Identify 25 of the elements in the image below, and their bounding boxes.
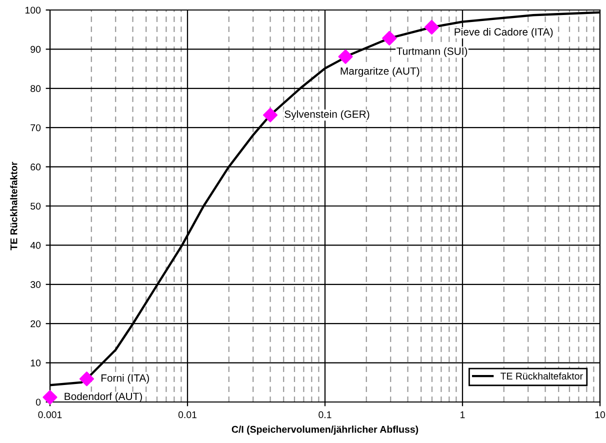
- y-tick-label: 70: [30, 124, 41, 132]
- x-tick-label: 0.1: [318, 411, 332, 418]
- y-tick-label: 80: [30, 85, 41, 92]
- y-tick-label: 90: [30, 46, 41, 53]
- legend-label: TE Rückhaltefaktor: [500, 372, 583, 380]
- annotation: Pieve di Cadore (ITA): [454, 28, 553, 38]
- y-tick-label: 10: [30, 360, 41, 366]
- y-tick-label: 100: [25, 6, 41, 14]
- x-axis-title: C/I (Speichervolumen/jährlicher Abfluss): [232, 426, 418, 435]
- y-tick-label: 30: [30, 281, 41, 288]
- y-tick-label: 50: [30, 202, 41, 210]
- annotation: Turtmann (SUI): [396, 47, 468, 57]
- x-tick-label: 0.001: [38, 411, 62, 418]
- annotation: Bodendorf (AUT): [64, 392, 142, 402]
- y-tick-label: 0: [36, 398, 41, 406]
- x-tick-label: 10: [595, 411, 606, 418]
- annotation: Margaritze (AUT): [340, 67, 420, 77]
- x-tick-label: 1: [460, 411, 465, 418]
- y-axis-title: TE Rückhaltefaktor: [10, 162, 18, 250]
- y-tick-label: 40: [30, 242, 41, 249]
- annotation: Sylvenstein (GER): [284, 110, 370, 120]
- y-tick-label: 60: [30, 164, 41, 170]
- x-tick-label: 0.01: [178, 411, 196, 418]
- y-tick-label: 20: [30, 320, 41, 328]
- annotation: Forni (ITA): [101, 374, 149, 384]
